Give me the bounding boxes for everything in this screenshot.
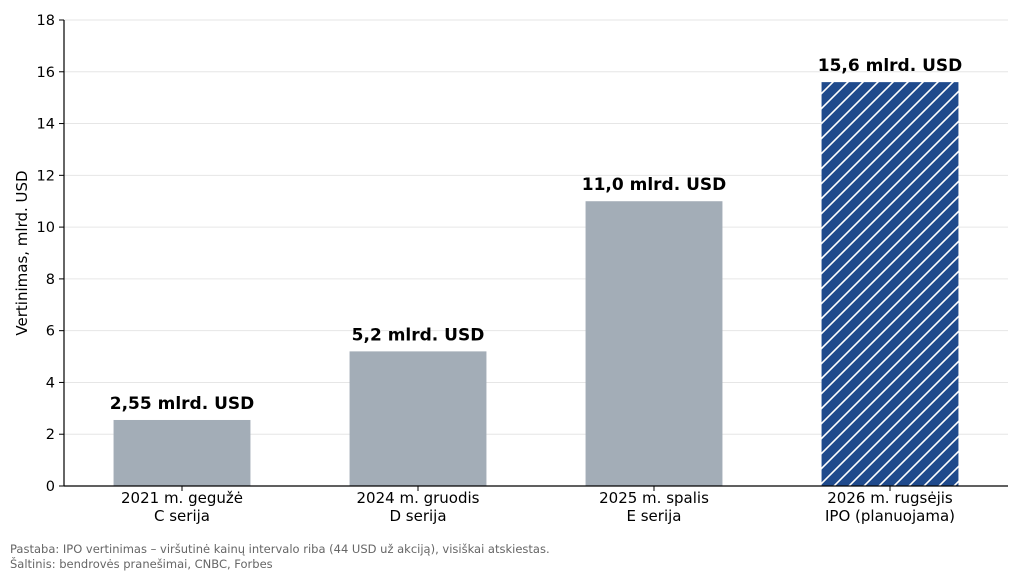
- bar-data-label: 11,0 mlrd. USD: [582, 175, 727, 195]
- y-tick-label: 10: [37, 220, 55, 236]
- bar-data-label: 5,2 mlrd. USD: [352, 325, 485, 345]
- y-tick-label: 14: [37, 117, 55, 133]
- x-tick-label: 2026 m. rugsėjis: [827, 489, 953, 507]
- bar: [821, 82, 959, 486]
- bar: [349, 351, 487, 486]
- footnote-note: Pastaba: IPO vertinimas – viršutinė kain…: [10, 542, 550, 556]
- y-tick-label: 6: [46, 324, 55, 340]
- footnote-source: Šaltinis: bendrovės pranešimai, CNBC, Fo…: [10, 556, 273, 571]
- x-tick-label: 2025 m. spalis: [599, 489, 709, 507]
- footnotes: Pastaba: IPO vertinimas – viršutinė kain…: [10, 542, 550, 571]
- bar-data-label: 2,55 mlrd. USD: [110, 394, 255, 414]
- y-tick-label: 16: [37, 65, 55, 81]
- y-tick-label: 18: [37, 13, 55, 29]
- y-tick-label: 2: [46, 427, 55, 443]
- y-tick-label: 0: [46, 479, 55, 495]
- x-tick-label: IPO (planuojama): [825, 507, 955, 525]
- bar: [113, 419, 251, 486]
- x-tick-label: D serija: [389, 507, 446, 525]
- y-tick-label: 12: [37, 168, 55, 184]
- x-tick-label: 2024 m. gruodis: [357, 489, 480, 507]
- x-tick-label: 2021 m. gegužė: [121, 489, 243, 507]
- y-tick-label: 4: [46, 375, 55, 391]
- bar-data-label: 15,6 mlrd. USD: [818, 56, 963, 76]
- y-axis-label: Vertinimas, mlrd. USD: [13, 170, 31, 335]
- bar: [585, 201, 723, 486]
- valuation-bar-chart: 0 2 4 6 8 10 12 14 16 18 Vertinimas, mlrd. USD 2021…: [13, 13, 1008, 525]
- x-tick-label: C serija: [154, 507, 210, 525]
- y-tick-label: 8: [46, 272, 55, 288]
- x-tick-label: E serija: [627, 507, 682, 525]
